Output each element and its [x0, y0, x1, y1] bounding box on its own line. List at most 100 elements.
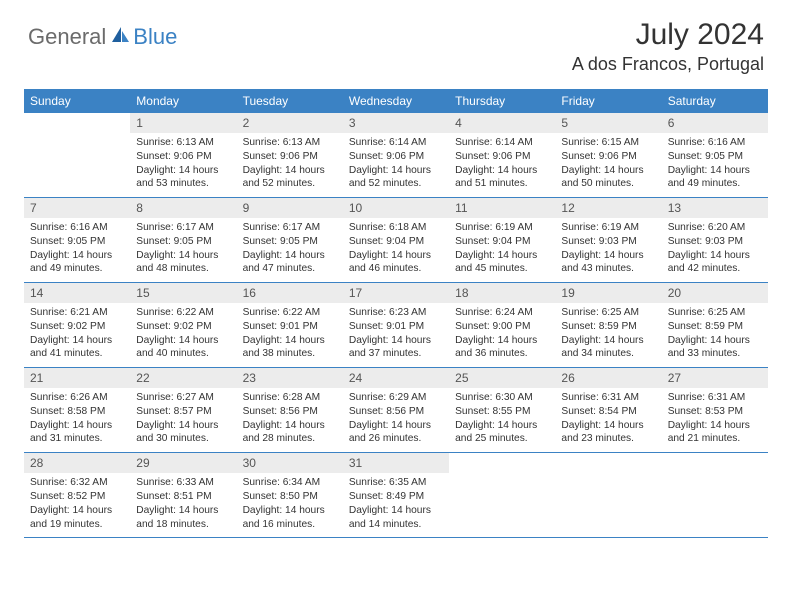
- day-details: Sunrise: 6:22 AMSunset: 9:02 PMDaylight:…: [130, 303, 236, 367]
- day-number: 27: [662, 368, 768, 388]
- daylight-text: and 47 minutes.: [243, 262, 337, 276]
- sunrise-text: Sunrise: 6:21 AM: [30, 306, 124, 320]
- daylight-text: Daylight: 14 hours: [668, 419, 762, 433]
- daylight-text: Daylight: 14 hours: [30, 504, 124, 518]
- daylight-text: and 36 minutes.: [455, 347, 549, 361]
- day-cell: 15Sunrise: 6:22 AMSunset: 9:02 PMDayligh…: [130, 283, 236, 367]
- sunset-text: Sunset: 9:05 PM: [668, 150, 762, 164]
- day-number: 6: [662, 113, 768, 133]
- day-cell: 31Sunrise: 6:35 AMSunset: 8:49 PMDayligh…: [343, 453, 449, 537]
- empty-cell: [24, 113, 130, 197]
- daylight-text: and 37 minutes.: [349, 347, 443, 361]
- daylight-text: Daylight: 14 hours: [349, 164, 443, 178]
- day-details: Sunrise: 6:24 AMSunset: 9:00 PMDaylight:…: [449, 303, 555, 367]
- day-cell: 28Sunrise: 6:32 AMSunset: 8:52 PMDayligh…: [24, 453, 130, 537]
- day-details: Sunrise: 6:14 AMSunset: 9:06 PMDaylight:…: [449, 133, 555, 197]
- page-title: July 2024: [572, 18, 764, 52]
- day-number: 3: [343, 113, 449, 133]
- daylight-text: Daylight: 14 hours: [243, 419, 337, 433]
- day-cell: 8Sunrise: 6:17 AMSunset: 9:05 PMDaylight…: [130, 198, 236, 282]
- sail-icon: [110, 25, 130, 50]
- day-cell: 18Sunrise: 6:24 AMSunset: 9:00 PMDayligh…: [449, 283, 555, 367]
- daylight-text: and 52 minutes.: [349, 177, 443, 191]
- sunset-text: Sunset: 8:55 PM: [455, 405, 549, 419]
- sunset-text: Sunset: 9:01 PM: [349, 320, 443, 334]
- sunset-text: Sunset: 9:05 PM: [30, 235, 124, 249]
- sunset-text: Sunset: 9:06 PM: [561, 150, 655, 164]
- day-cell: 23Sunrise: 6:28 AMSunset: 8:56 PMDayligh…: [237, 368, 343, 452]
- day-cell: 30Sunrise: 6:34 AMSunset: 8:50 PMDayligh…: [237, 453, 343, 537]
- sunset-text: Sunset: 9:00 PM: [455, 320, 549, 334]
- sunset-text: Sunset: 8:54 PM: [561, 405, 655, 419]
- sunset-text: Sunset: 8:56 PM: [349, 405, 443, 419]
- sunrise-text: Sunrise: 6:35 AM: [349, 476, 443, 490]
- day-cell: 2Sunrise: 6:13 AMSunset: 9:06 PMDaylight…: [237, 113, 343, 197]
- day-cell: 20Sunrise: 6:25 AMSunset: 8:59 PMDayligh…: [662, 283, 768, 367]
- day-number: 26: [555, 368, 661, 388]
- sunrise-text: Sunrise: 6:19 AM: [455, 221, 549, 235]
- sunset-text: Sunset: 8:56 PM: [243, 405, 337, 419]
- daylight-text: and 50 minutes.: [561, 177, 655, 191]
- day-cell: 9Sunrise: 6:17 AMSunset: 9:05 PMDaylight…: [237, 198, 343, 282]
- weekday-header: Monday: [130, 89, 236, 113]
- sunrise-text: Sunrise: 6:33 AM: [136, 476, 230, 490]
- calendar: SundayMondayTuesdayWednesdayThursdayFrid…: [24, 89, 768, 538]
- daylight-text: Daylight: 14 hours: [668, 164, 762, 178]
- day-details: Sunrise: 6:27 AMSunset: 8:57 PMDaylight:…: [130, 388, 236, 452]
- sunrise-text: Sunrise: 6:25 AM: [561, 306, 655, 320]
- location-subtitle: A dos Francos, Portugal: [572, 54, 764, 75]
- sunset-text: Sunset: 9:02 PM: [30, 320, 124, 334]
- week-row: 28Sunrise: 6:32 AMSunset: 8:52 PMDayligh…: [24, 453, 768, 538]
- day-number: 18: [449, 283, 555, 303]
- week-row: 7Sunrise: 6:16 AMSunset: 9:05 PMDaylight…: [24, 198, 768, 283]
- sunrise-text: Sunrise: 6:16 AM: [30, 221, 124, 235]
- day-cell: 1Sunrise: 6:13 AMSunset: 9:06 PMDaylight…: [130, 113, 236, 197]
- sunset-text: Sunset: 8:51 PM: [136, 490, 230, 504]
- day-number: 13: [662, 198, 768, 218]
- day-details: Sunrise: 6:26 AMSunset: 8:58 PMDaylight:…: [24, 388, 130, 452]
- day-details: Sunrise: 6:30 AMSunset: 8:55 PMDaylight:…: [449, 388, 555, 452]
- daylight-text: Daylight: 14 hours: [30, 249, 124, 263]
- daylight-text: Daylight: 14 hours: [349, 334, 443, 348]
- daylight-text: and 34 minutes.: [561, 347, 655, 361]
- sunrise-text: Sunrise: 6:28 AM: [243, 391, 337, 405]
- daylight-text: Daylight: 14 hours: [136, 504, 230, 518]
- daylight-text: Daylight: 14 hours: [455, 249, 549, 263]
- day-details: Sunrise: 6:16 AMSunset: 9:05 PMDaylight:…: [662, 133, 768, 197]
- day-details: Sunrise: 6:21 AMSunset: 9:02 PMDaylight:…: [24, 303, 130, 367]
- sunrise-text: Sunrise: 6:29 AM: [349, 391, 443, 405]
- logo-word-1: General: [28, 24, 106, 50]
- sunset-text: Sunset: 9:03 PM: [668, 235, 762, 249]
- day-details: Sunrise: 6:18 AMSunset: 9:04 PMDaylight:…: [343, 218, 449, 282]
- sunset-text: Sunset: 9:05 PM: [136, 235, 230, 249]
- day-details: Sunrise: 6:28 AMSunset: 8:56 PMDaylight:…: [237, 388, 343, 452]
- day-number: 19: [555, 283, 661, 303]
- day-number: 7: [24, 198, 130, 218]
- sunset-text: Sunset: 8:49 PM: [349, 490, 443, 504]
- day-details: Sunrise: 6:32 AMSunset: 8:52 PMDaylight:…: [24, 473, 130, 537]
- daylight-text: and 38 minutes.: [243, 347, 337, 361]
- day-details: Sunrise: 6:25 AMSunset: 8:59 PMDaylight:…: [662, 303, 768, 367]
- daylight-text: and 28 minutes.: [243, 432, 337, 446]
- day-number: 25: [449, 368, 555, 388]
- daylight-text: Daylight: 14 hours: [30, 334, 124, 348]
- day-cell: 26Sunrise: 6:31 AMSunset: 8:54 PMDayligh…: [555, 368, 661, 452]
- sunset-text: Sunset: 9:01 PM: [243, 320, 337, 334]
- weekday-header-row: SundayMondayTuesdayWednesdayThursdayFrid…: [24, 89, 768, 113]
- daylight-text: Daylight: 14 hours: [349, 504, 443, 518]
- day-details: Sunrise: 6:35 AMSunset: 8:49 PMDaylight:…: [343, 473, 449, 537]
- daylight-text: Daylight: 14 hours: [668, 334, 762, 348]
- daylight-text: Daylight: 14 hours: [243, 249, 337, 263]
- day-cell: 11Sunrise: 6:19 AMSunset: 9:04 PMDayligh…: [449, 198, 555, 282]
- day-cell: 7 Sunrise: 6:16 AMSunset: 9:05 PMDaylight…: [24, 198, 130, 282]
- sunrise-text: Sunrise: 6:22 AM: [136, 306, 230, 320]
- day-cell: 10Sunrise: 6:18 AMSunset: 9:04 PMDayligh…: [343, 198, 449, 282]
- daylight-text: Daylight: 14 hours: [30, 419, 124, 433]
- sunset-text: Sunset: 8:50 PM: [243, 490, 337, 504]
- sunrise-text: Sunrise: 6:13 AM: [243, 136, 337, 150]
- day-details: Sunrise: 6:13 AMSunset: 9:06 PMDaylight:…: [237, 133, 343, 197]
- sunrise-text: Sunrise: 6:14 AM: [349, 136, 443, 150]
- day-cell: 6Sunrise: 6:16 AMSunset: 9:05 PMDaylight…: [662, 113, 768, 197]
- day-number: 29: [130, 453, 236, 473]
- header: General Blue July 2024 A dos Francos, Po…: [0, 0, 792, 83]
